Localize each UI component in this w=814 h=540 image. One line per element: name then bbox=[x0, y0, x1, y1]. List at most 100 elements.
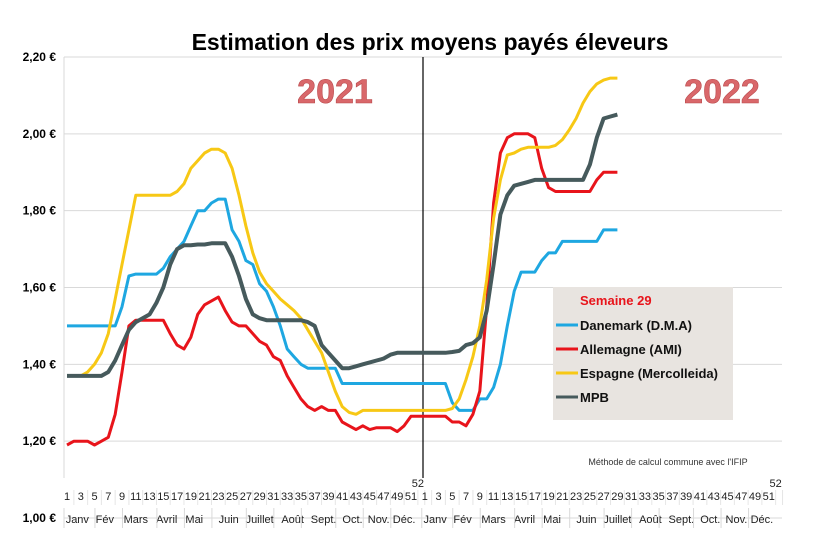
x-tick-label: 41 bbox=[694, 491, 706, 503]
x-tick-label: 9 bbox=[119, 491, 125, 503]
y-tick-label: 1,60 € bbox=[23, 281, 57, 295]
x-month-label: Avril bbox=[514, 514, 535, 526]
x-month-label: Mai bbox=[543, 514, 561, 526]
x-tick-label: 27 bbox=[240, 491, 252, 503]
x-month-label: Oct. bbox=[700, 514, 720, 526]
x-tick-label: 7 bbox=[105, 491, 111, 503]
x-month-label: Avril bbox=[156, 514, 177, 526]
x-tick-label: 43 bbox=[708, 491, 720, 503]
y-tick-label: 1,00 € bbox=[23, 511, 57, 525]
y-tick-label: 1,80 € bbox=[23, 204, 57, 218]
x-month-label: Juin bbox=[219, 514, 239, 526]
x-month-label: Juin bbox=[576, 514, 596, 526]
x-tick-label: 35 bbox=[653, 491, 665, 503]
series-line-2 bbox=[67, 76, 618, 416]
x-month-label: Oct. bbox=[342, 514, 362, 526]
x-month-label: Sept. bbox=[311, 514, 337, 526]
x-tick-label: 39 bbox=[680, 491, 692, 503]
x-tick-label: 43 bbox=[350, 491, 362, 503]
x-tick-label: 39 bbox=[322, 491, 334, 503]
x-month-label: Déc. bbox=[751, 514, 774, 526]
x-month-label: Janv bbox=[66, 514, 90, 526]
x-tick-label: 19 bbox=[185, 491, 197, 503]
x-tick-label: 37 bbox=[309, 491, 321, 503]
x-month-label: Sept. bbox=[669, 514, 695, 526]
x-month-label: Juillet bbox=[603, 514, 631, 526]
x-tick-label: 45 bbox=[721, 491, 733, 503]
x-month-label: Nov. bbox=[726, 514, 748, 526]
x-tick-label: 51 bbox=[405, 491, 417, 503]
x-tick-label: 23 bbox=[212, 491, 224, 503]
x-tick-label: 17 bbox=[529, 491, 541, 503]
x-tick-label: 31 bbox=[267, 491, 279, 503]
x-tick-label: 27 bbox=[598, 491, 610, 503]
x-tick-label: 51 bbox=[763, 491, 775, 503]
x-month-label: Août bbox=[281, 514, 304, 526]
x-tick-label: 33 bbox=[281, 491, 293, 503]
x-tick-label: 11 bbox=[130, 491, 141, 503]
x-tick-label: 47 bbox=[377, 491, 389, 503]
legend-entry: Allemagne (AMI) bbox=[580, 342, 682, 357]
series-line-0 bbox=[67, 197, 618, 412]
x-tick-label: 13 bbox=[143, 491, 155, 503]
x-tick-label: 7 bbox=[463, 491, 469, 503]
series-line-1 bbox=[66, 132, 618, 447]
y-axis: 1,00 € 1,20 € 1,40 € 1,60 € 1,80 € 2,00 € 2,20… bbox=[23, 50, 57, 525]
x-tick-label: 15 bbox=[157, 491, 169, 503]
x-tick-label: 33 bbox=[639, 491, 651, 503]
x-tick-label: 19 bbox=[542, 491, 554, 503]
x-tick-label: 49 bbox=[749, 491, 761, 503]
legend-entry: MPB bbox=[580, 390, 609, 405]
legend-entry: Danemark (D.M.A) bbox=[580, 318, 692, 333]
x-month-label: Fév bbox=[453, 514, 472, 526]
x-month-label: Juillet bbox=[246, 514, 274, 526]
x-month-label: Mars bbox=[481, 514, 506, 526]
x-tick-label: 21 bbox=[556, 491, 568, 503]
y-tick-label: 1,20 € bbox=[23, 434, 57, 448]
x-month-label: Nov. bbox=[368, 514, 390, 526]
series-line-3 bbox=[67, 112, 618, 378]
x-tick-label: 5 bbox=[449, 491, 455, 503]
series-lines bbox=[66, 76, 618, 447]
x-tick-label: 23 bbox=[570, 491, 582, 503]
x-tick-label: 49 bbox=[391, 491, 403, 503]
y-tick-label: 1,40 € bbox=[23, 357, 57, 371]
x-month-label: Mai bbox=[185, 514, 203, 526]
x-month-label: Fév bbox=[96, 514, 115, 526]
x-tick-label: 3 bbox=[435, 491, 441, 503]
legend: Semaine 29 Danemark (D.M.A) Allemagne (AM… bbox=[553, 287, 733, 420]
x-tick-label: 45 bbox=[364, 491, 376, 503]
x-tick-label: 17 bbox=[171, 491, 183, 503]
year-label-2022: 2022 bbox=[684, 73, 760, 111]
x-tick-label: 37 bbox=[666, 491, 678, 503]
x-tick-label: 3 bbox=[78, 491, 84, 503]
x-axis: 1 3 5 7 9 11 13 15 17 19 21 23 25 27 29 31 33 35 37 39 41 43 4… bbox=[63, 478, 784, 528]
x-month-label: Janv bbox=[423, 514, 447, 526]
x-tick-label: 25 bbox=[584, 491, 596, 503]
x-tick-label: 25 bbox=[226, 491, 238, 503]
x-tick-label: 13 bbox=[501, 491, 513, 503]
x-tick-label: 1 bbox=[422, 491, 428, 503]
x-tick-label: 21 bbox=[198, 491, 210, 503]
x-tick-label: 5 bbox=[91, 491, 97, 503]
x-tick-label: 52 bbox=[770, 478, 782, 490]
legend-title: Semaine 29 bbox=[580, 293, 652, 308]
year-label-2021: 2021 bbox=[297, 73, 373, 111]
x-tick-label: 47 bbox=[735, 491, 747, 503]
x-month-label: Août bbox=[639, 514, 662, 526]
x-tick-label: 35 bbox=[295, 491, 307, 503]
x-tick-label: 29 bbox=[254, 491, 266, 503]
y-tick-label: 2,00 € bbox=[23, 127, 57, 141]
x-month-label: Mars bbox=[124, 514, 149, 526]
legend-box bbox=[553, 287, 733, 420]
chart-title: Estimation des prix moyens payés éleveur… bbox=[192, 29, 669, 55]
method-note: Méthode de calcul commune avec l'IFIP bbox=[588, 457, 747, 467]
x-tick-label: 41 bbox=[336, 491, 348, 503]
x-tick-label: 29 bbox=[611, 491, 623, 503]
x-tick-label: 31 bbox=[625, 491, 637, 503]
x-month-label: Déc. bbox=[393, 514, 416, 526]
x-tick-label: 9 bbox=[477, 491, 483, 503]
x-tick-label: 11 bbox=[488, 491, 499, 503]
